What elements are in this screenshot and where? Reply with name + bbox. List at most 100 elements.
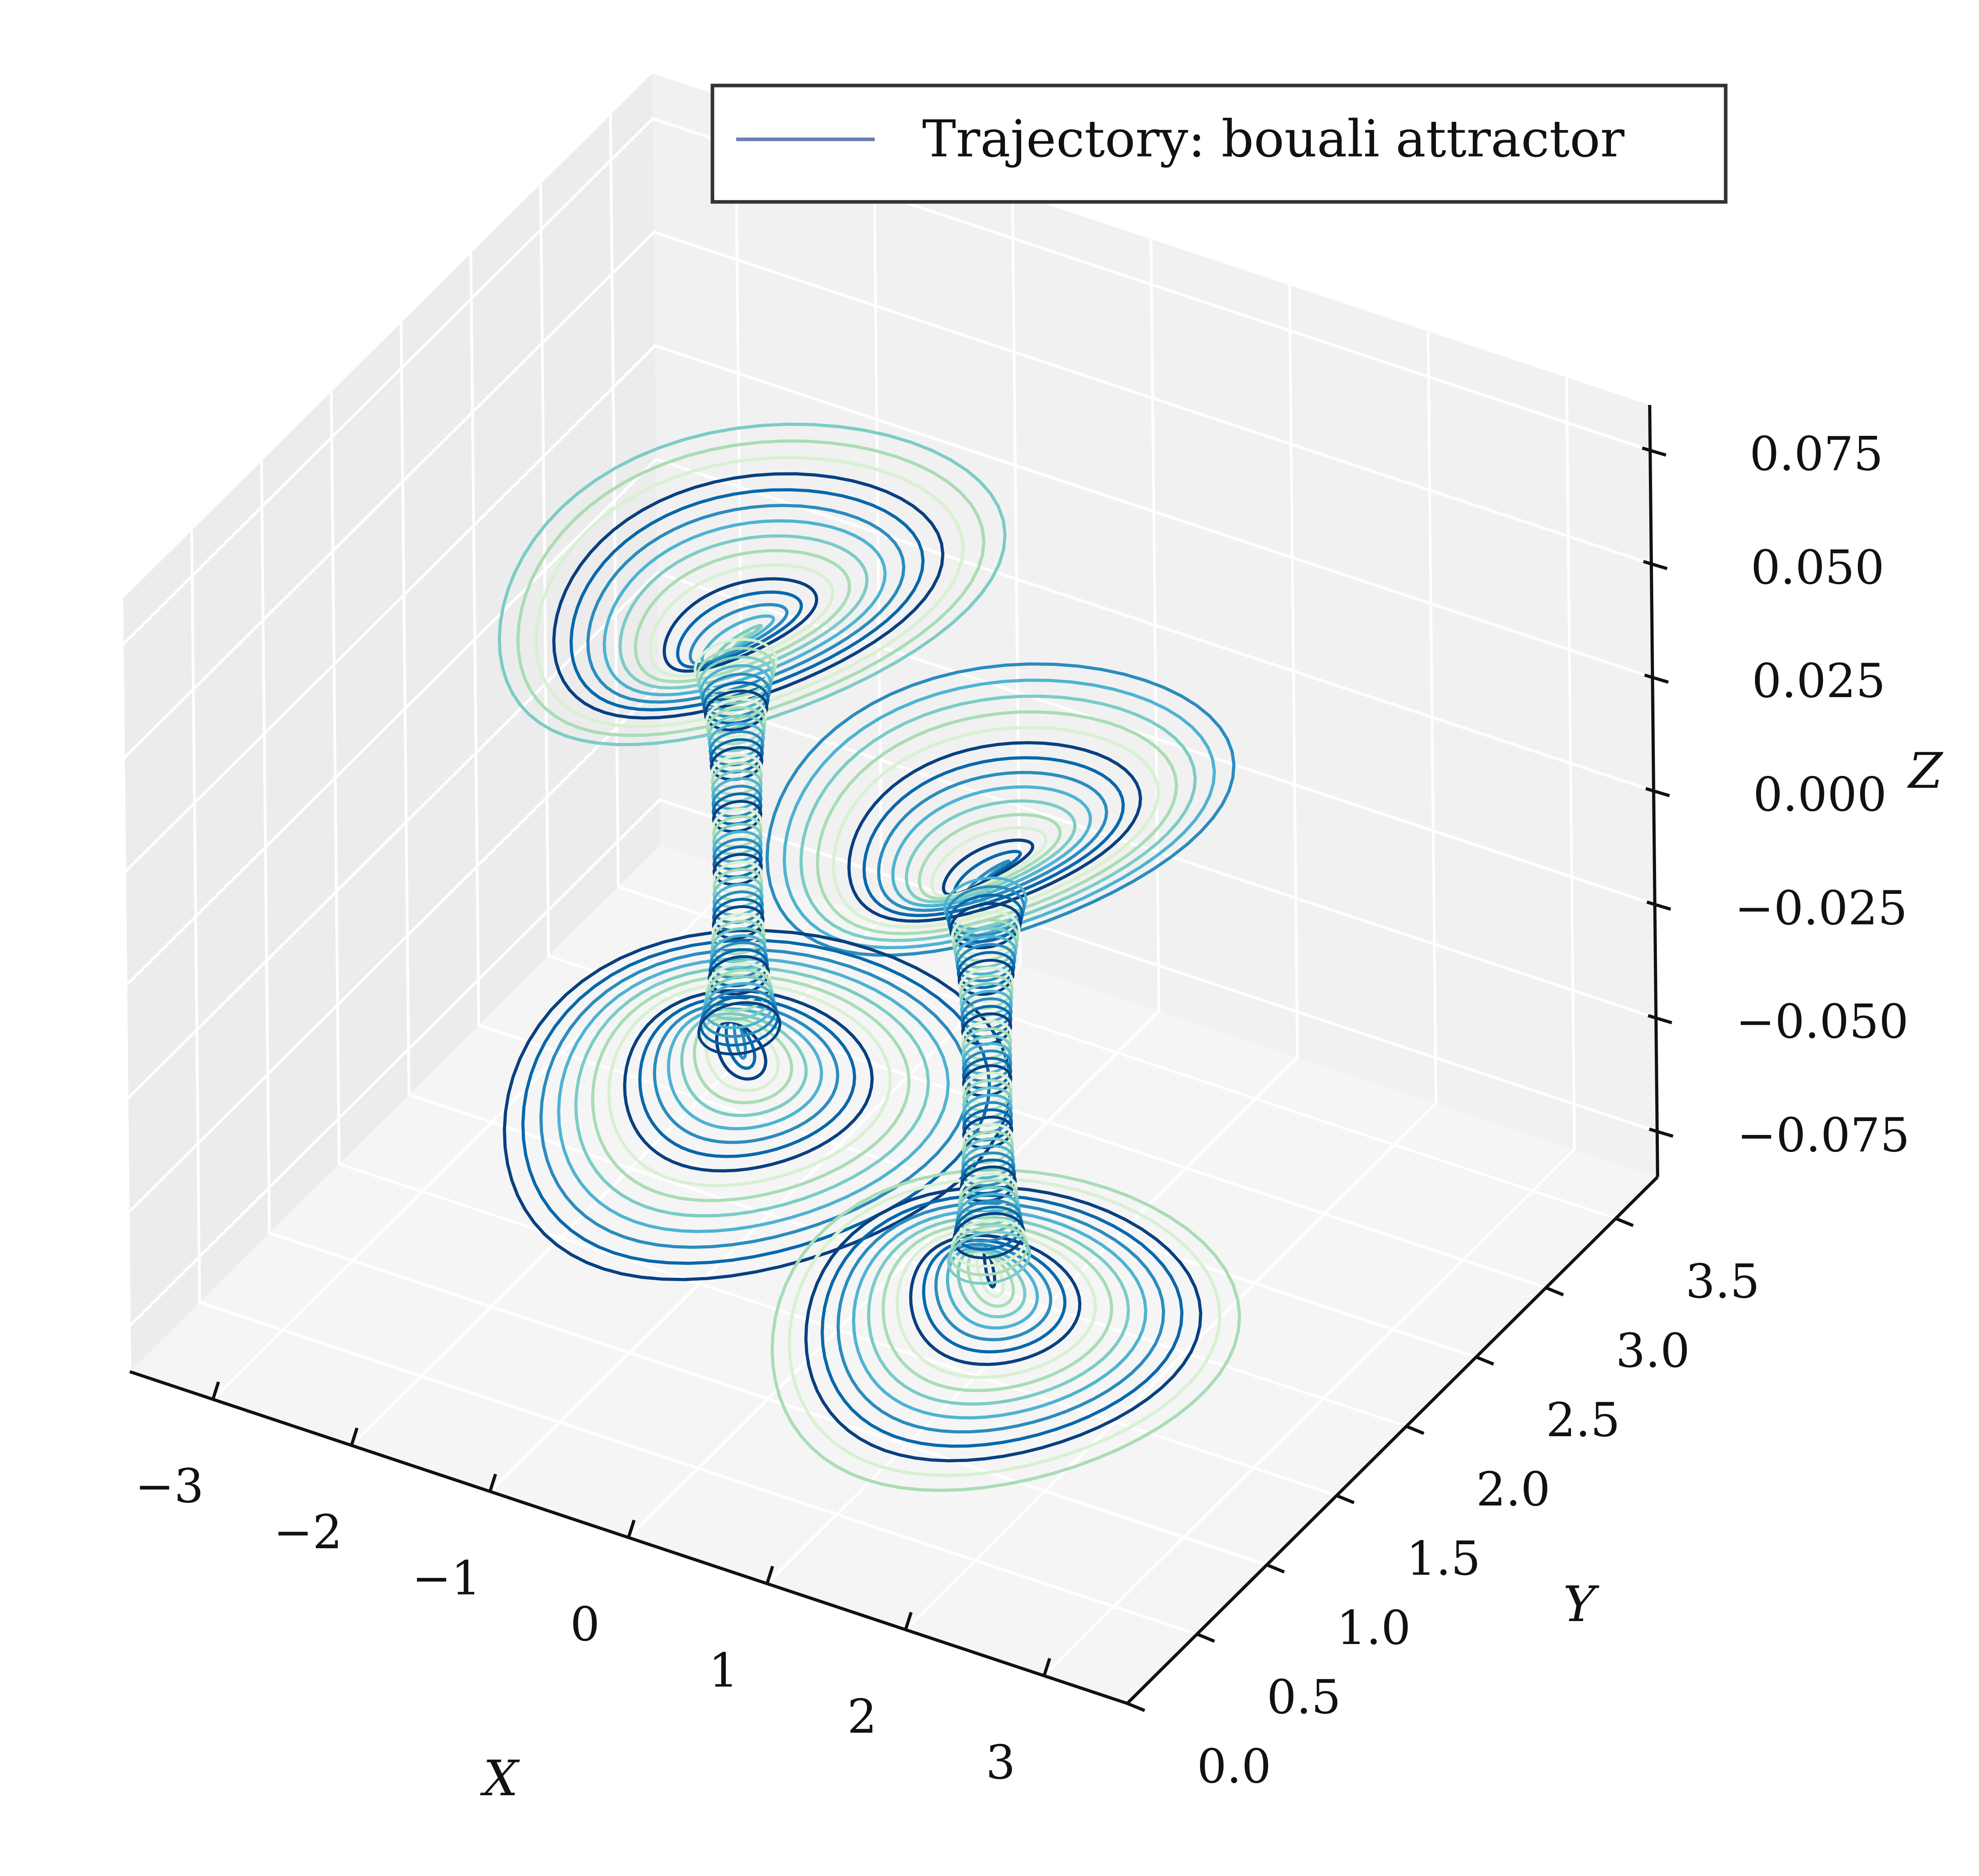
trajectory-neck-coil [695, 646, 776, 699]
grid-line-x [350, 147, 883, 1446]
trajectory-loop [922, 1239, 1067, 1353]
trajectory-loop [804, 1186, 1202, 1462]
grid-line-z [123, 344, 1653, 873]
trajectory-loop [539, 948, 971, 1249]
z-axis-tick [1647, 1014, 1673, 1024]
trajectory-loop [700, 614, 775, 664]
trajectory-neck-coil [704, 689, 769, 732]
trajectory-loop [498, 422, 1007, 746]
y-tick-label: 0.0 [1197, 1739, 1271, 1794]
trajectory-neck-coil [957, 959, 1015, 996]
trajectory-loop [877, 771, 1108, 912]
z-axis-tick [1645, 787, 1670, 797]
trajectory-neck-coil [957, 951, 1016, 989]
trajectory-neck-coil [952, 1212, 1026, 1260]
trajectory-neck-coil [703, 982, 776, 1030]
grid-line-x [1043, 377, 1576, 1677]
trajectory-loop [770, 1168, 1241, 1492]
z-axis-tick [1649, 1127, 1673, 1138]
z-axis-label: Z [1907, 743, 1943, 800]
trajectory-neck-coil [712, 905, 765, 940]
trajectory-neck-coil [697, 1001, 782, 1056]
x-tick-label: −3 [135, 1459, 204, 1513]
trajectory-loop [905, 799, 1077, 903]
x-tick-label: 0 [570, 1597, 600, 1652]
trajectory-loop [574, 966, 930, 1218]
trajectory-loop [788, 1177, 1222, 1477]
trajectory-neck-coil [699, 995, 779, 1047]
x-tick-label: −1 [412, 1551, 481, 1606]
trajectory [498, 422, 1241, 1492]
y-tick-label: 0.5 [1267, 1670, 1341, 1724]
trajectory-loop [638, 996, 857, 1158]
trajectory-loop [607, 981, 892, 1187]
grid-line-z [125, 457, 1654, 987]
z-tick-label: 0.050 [1751, 540, 1884, 595]
z-tick-label: −0.050 [1736, 994, 1909, 1049]
axes: −3 −2 −1 0 1 2 3 0.0 0.5 1.0 1.5 2.0 2.5 3.0 3.5 −0.075… [129, 405, 1910, 1794]
trajectory-neck-coil [958, 966, 1014, 1003]
x-axis-label: X [480, 1750, 520, 1807]
grid-line-z [128, 798, 1658, 1327]
trajectory-loop [867, 1216, 1130, 1406]
x-axis-tick [765, 1566, 774, 1584]
trajectory-loop [602, 519, 887, 696]
trajectory-neck-coil [953, 927, 1018, 969]
x-axis-tick [488, 1473, 497, 1492]
trajectory-loop [653, 1002, 839, 1144]
legend: Trajectory: bouali attractor [710, 84, 1728, 204]
trajectory-loop [957, 1248, 1027, 1319]
trajectory-loop [503, 929, 1012, 1281]
z-axis-tick [1646, 900, 1671, 911]
trajectory-loop [534, 456, 965, 728]
y-axis-tick [1615, 1217, 1634, 1227]
y-axis-tick [1126, 1702, 1145, 1712]
grid-line-y [260, 461, 1267, 1566]
trajectory-neck-coil [961, 1151, 1016, 1187]
trajectory-loop [569, 488, 925, 712]
trajectory-neck-coil [701, 988, 778, 1038]
trajectory-neck-coil [699, 664, 773, 712]
y-tick-label: 3.0 [1616, 1323, 1690, 1378]
y-axis-tick [1476, 1355, 1495, 1366]
z-axis-tick [1644, 673, 1669, 684]
grid-line-y [190, 530, 1198, 1636]
x-tick-label: 1 [708, 1643, 738, 1697]
trajectory-loop [634, 549, 851, 684]
z-tick-label: −0.075 [1737, 1108, 1910, 1162]
trajectory-neck-coil [947, 1230, 1031, 1285]
trajectory-neck-coil [708, 722, 765, 760]
trajectory-neck-coil [706, 706, 767, 745]
trajectory-neck-coil [959, 974, 1014, 1010]
trajectory-loop [909, 1234, 1082, 1366]
trajectory-neck-coil [697, 655, 774, 705]
grid-line-x [489, 193, 1022, 1493]
x-axis-tick [350, 1427, 359, 1446]
grid-line-x [904, 331, 1438, 1631]
y-axis-line [1126, 1176, 1659, 1705]
trajectory-neck-coil [705, 969, 773, 1013]
trajectory-loop [799, 694, 1197, 942]
trajectory-loop [832, 726, 1160, 929]
y-axis-tick [1266, 1563, 1285, 1574]
trajectory-loop [836, 1201, 1165, 1433]
grid-line-x [212, 101, 745, 1401]
x-tick-label: 2 [847, 1689, 877, 1744]
trajectory-neck-coil [957, 1186, 1020, 1226]
trajectory-loop [895, 1228, 1097, 1379]
x-axis-tick [211, 1381, 220, 1400]
trajectory-neck-coil [707, 955, 770, 996]
x-axis-tick [627, 1519, 636, 1538]
grid-line-y [539, 184, 1547, 1289]
trajectory-neck-coil [949, 1224, 1029, 1276]
z-tick-label: 0.025 [1752, 654, 1886, 708]
trajectory-neck-coil [955, 935, 1017, 976]
y-tick-label: 3.5 [1685, 1254, 1760, 1309]
trajectory-neck-coil [962, 1130, 1014, 1164]
trajectory-loop [765, 662, 1236, 957]
trajectory-loop [663, 577, 819, 673]
y-axis-tick [1196, 1633, 1215, 1643]
trajectory-loop [704, 1019, 780, 1092]
grid-line-z [121, 117, 1651, 646]
